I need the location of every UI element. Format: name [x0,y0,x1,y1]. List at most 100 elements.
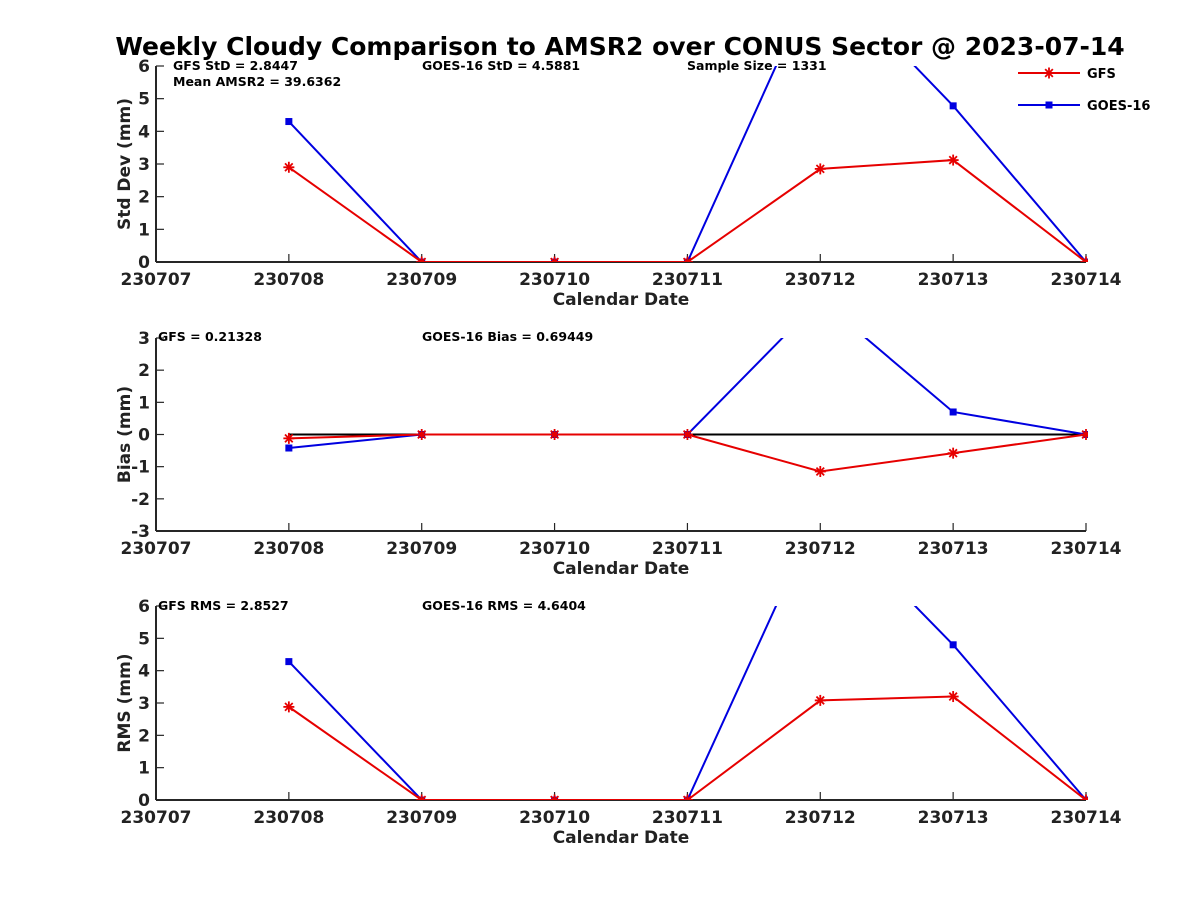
annotation-text: GFS = 0.21328 [158,329,262,344]
x-tick-label: 230710 [519,539,590,559]
y-tick-label: 2 [138,726,150,746]
data-point [947,154,959,166]
annotation-text: GFS StD = 2.8447 [173,58,298,73]
data-point [283,432,295,444]
x-axis-label: Calendar Date [553,559,690,579]
y-tick-label: 6 [138,597,150,617]
y-tick-label: 1 [138,759,150,779]
annotation-text: GFS RMS = 2.8527 [158,598,289,613]
annotation-text: GOES-16 Bias = 0.69449 [422,329,593,344]
y-axis-label: Bias (mm) [115,386,135,483]
data-point [1080,794,1088,800]
data-point [681,429,693,440]
series-line-gfs [288,695,1087,800]
x-tick-label: 230710 [519,808,590,828]
y-tick-label: 1 [138,220,150,240]
y-tick-label: -2 [131,490,150,510]
x-tick-label: 230714 [1051,270,1122,290]
x-tick-label: 230712 [785,539,856,559]
data-point [283,701,295,713]
x-tick-label: 230714 [1051,539,1122,559]
x-tick-label: 230711 [652,539,723,559]
data-point [285,444,293,452]
y-tick-label: 2 [138,188,150,208]
data-point [1080,429,1088,440]
x-tick-label: 230709 [386,808,457,828]
annotation-text: GOES-16 StD = 4.5881 [422,58,580,73]
data-point [416,794,428,800]
y-tick-label: 0 [138,426,150,446]
data-point [681,256,693,262]
series-gfs [283,154,1088,262]
y-tick-label: 5 [138,90,150,110]
annotation-text: GOES-16 RMS = 4.6404 [422,598,586,613]
data-point [947,691,959,703]
data-point [947,447,959,459]
x-tick-label: 230707 [121,539,192,559]
legend-label-goes-16: GOES-16 [1087,99,1150,114]
y-axis-label: RMS (mm) [115,653,135,752]
x-tick-label: 230710 [519,270,590,290]
y-tick-label: 6 [138,57,150,77]
legend-label-gfs: GFS [1087,67,1116,82]
x-tick-label: 230711 [652,808,723,828]
series-gfs [283,691,1088,800]
y-tick-label: -3 [131,522,150,542]
data-point [285,118,293,126]
legend-marker-goes-16 [1045,101,1053,109]
chart-panel-2: -3 -2 -1 0 1 2 3 230707 230708 230709 230710 230711… [115,329,1122,579]
x-tick-label: 230709 [386,539,457,559]
annotation-text: Mean AMSR2 = 39.6362 [173,74,341,89]
x-tick-label: 230707 [121,270,192,290]
x-tick-label: 230708 [253,808,324,828]
data-point [416,429,428,440]
y-tick-label: 0 [138,791,150,811]
data-point [549,429,561,440]
data-point [681,794,693,800]
series-line-goes-16 [288,338,1087,450]
data-point [549,256,561,262]
y-tick-label: 4 [138,662,150,682]
data-point [416,256,428,262]
data-point [549,794,561,800]
x-tick-label: 230712 [785,270,856,290]
data-point [283,161,295,173]
y-tick-label: 3 [138,155,150,175]
x-tick-label: 230708 [253,539,324,559]
x-tick-label: 230712 [785,808,856,828]
y-tick-label: 4 [138,122,150,142]
legend: GFS GOES-16 [1018,67,1150,114]
x-tick-label: 230713 [918,539,989,559]
x-tick-label: 230708 [253,270,324,290]
x-axis-label: Calendar Date [553,828,690,848]
data-point [285,658,293,666]
x-tick-label: 230714 [1051,808,1122,828]
chart-title: Weekly Cloudy Comparison to AMSR2 over C… [115,32,1124,61]
y-tick-label: 3 [138,694,150,714]
x-tick-label: 230709 [386,270,457,290]
data-point [1080,256,1088,262]
data-point [814,694,826,706]
y-tick-label: 3 [138,329,150,349]
data-point [949,641,957,649]
y-tick-label: 5 [138,629,150,649]
y-tick-label: 2 [138,361,150,381]
data-point [949,102,957,110]
chart-panel-3: 0 1 2 3 4 5 6 230707 230708 230709 230710 230711 230… [115,597,1122,848]
x-tick-label: 230713 [918,270,989,290]
y-tick-label: 1 [138,393,150,413]
y-tick-label: 0 [138,253,150,273]
y-tick-label: -1 [131,458,150,478]
data-point [814,163,826,175]
legend-marker-gfs [1043,67,1055,79]
y-axis-label: Std Dev (mm) [115,98,135,230]
x-tick-label: 230707 [121,808,192,828]
series-goes-16 [285,338,1088,452]
chart-panel-1: 0 1 2 3 4 5 6 230707 230708 230709 230710 230711 230… [115,57,1122,310]
x-axis-label: Calendar Date [553,290,690,310]
data-point [814,465,826,477]
series-gfs [283,429,1088,477]
x-tick-label: 230713 [918,808,989,828]
series-line-gfs [288,433,1087,473]
